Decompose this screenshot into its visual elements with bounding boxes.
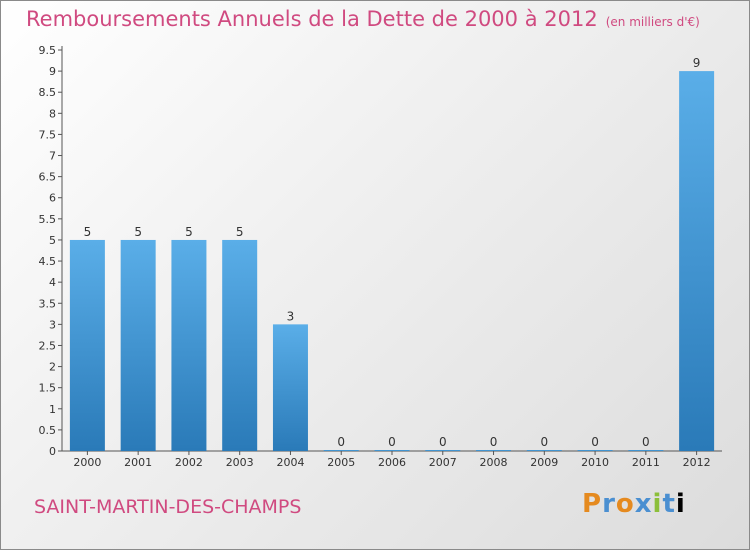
title-text: Remboursements Annuels de la Dette de 20… [26, 7, 598, 31]
bar [222, 239, 258, 451]
y-tick-label: 3 [49, 318, 56, 331]
x-tick-label: 2007 [429, 456, 457, 469]
y-tick-label: 6 [49, 192, 56, 205]
data-label: 0 [642, 435, 650, 449]
bar [425, 450, 461, 451]
y-tick-label: 0 [49, 445, 56, 458]
unit-label: (en milliers d'€) [605, 15, 700, 29]
data-label: 3 [287, 309, 295, 323]
y-tick-label: 2 [49, 361, 56, 374]
bar [628, 450, 664, 451]
bar [374, 450, 410, 451]
y-tick-label: 1 [49, 403, 56, 416]
x-tick-label: 2008 [480, 456, 508, 469]
bar [526, 450, 562, 451]
y-tick-label: 5.5 [39, 213, 57, 226]
logo-letter: i [675, 489, 686, 519]
data-label: 5 [84, 225, 92, 239]
x-tick-label: 2005 [327, 456, 355, 469]
proxiti-logo: Proxiti [582, 489, 686, 519]
logo-letter: o [615, 489, 635, 519]
logo-letter: x [634, 489, 653, 519]
data-label: 5 [236, 225, 244, 239]
x-tick-label: 2009 [530, 456, 558, 469]
logo-letter: P [582, 489, 603, 519]
bar [577, 450, 613, 451]
bar [120, 239, 156, 451]
bar [272, 324, 308, 451]
data-label: 0 [388, 435, 396, 449]
x-tick-label: 2006 [378, 456, 406, 469]
bar [171, 239, 207, 451]
y-tick-label: 4.5 [39, 255, 57, 268]
y-tick-label: 9.5 [39, 44, 57, 57]
bar [476, 450, 512, 451]
x-tick-label: 2000 [73, 456, 101, 469]
chart-title: Remboursements Annuels de la Dette de 20… [26, 7, 700, 31]
x-tick-label: 2003 [226, 456, 254, 469]
y-tick-label: 5 [49, 234, 56, 247]
x-tick-label: 2011 [632, 456, 660, 469]
x-tick-label: 2002 [175, 456, 203, 469]
y-tick-label: 3.5 [39, 297, 57, 310]
data-label: 0 [540, 435, 548, 449]
x-tick-label: 2012 [683, 456, 711, 469]
data-label: 0 [439, 435, 447, 449]
data-label: 5 [185, 225, 193, 239]
logo-letter: r [602, 489, 616, 519]
x-tick-label: 2004 [276, 456, 304, 469]
y-tick-label: 9 [49, 65, 56, 78]
x-tick-label: 2001 [124, 456, 152, 469]
y-tick-label: 6.5 [39, 171, 57, 184]
data-label: 0 [591, 435, 599, 449]
bar [69, 239, 105, 451]
x-tick-label: 2010 [581, 456, 609, 469]
y-tick-label: 8 [49, 107, 56, 120]
bar [323, 450, 359, 451]
y-tick-label: 7.5 [39, 128, 57, 141]
y-tick-label: 8.5 [39, 86, 57, 99]
y-tick-label: 1.5 [39, 382, 57, 395]
y-tick-label: 4 [49, 276, 56, 289]
bar [679, 71, 715, 452]
data-label: 0 [490, 435, 498, 449]
data-label: 5 [134, 225, 142, 239]
data-label: 0 [337, 435, 345, 449]
logo-letter: i [652, 489, 663, 519]
y-tick-label: 7 [49, 150, 56, 163]
y-tick-label: 2.5 [39, 339, 57, 352]
data-label: 9 [693, 56, 701, 70]
y-tick-label: 0.5 [39, 424, 57, 437]
logo-letter: t [662, 489, 676, 519]
commune-name: SAINT-MARTIN-DES-CHAMPS [34, 496, 302, 518]
